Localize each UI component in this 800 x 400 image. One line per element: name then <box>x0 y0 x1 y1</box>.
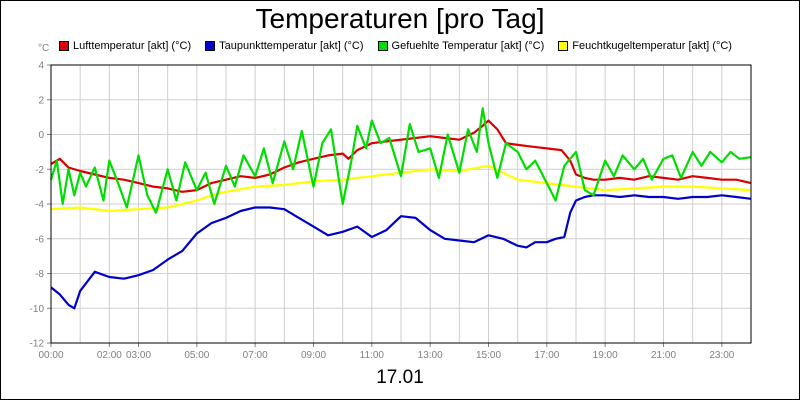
grid-layer <box>50 64 752 344</box>
x-tick-label: 19:00 <box>593 350 618 361</box>
legend-label: Lufttemperatur [akt] (°C) <box>73 40 192 52</box>
x-tick-label: 07:00 <box>243 350 268 361</box>
chart-title: Temperaturen [pro Tag] <box>255 3 545 34</box>
x-tick-label: 23:00 <box>709 350 734 361</box>
x-tick-label: 09:00 <box>301 350 326 361</box>
x-tick-label: 00:00 <box>38 350 63 361</box>
x-tick-label: 21:00 <box>651 350 676 361</box>
series-line-1 <box>50 194 752 310</box>
y-tick-label: -12 <box>30 339 45 350</box>
x-tick-label: 13:00 <box>418 350 443 361</box>
series-line-2 <box>49 107 752 214</box>
chart-legend: Lufttemperatur [akt] (°C) Taupunkttemper… <box>59 39 732 53</box>
legend-label: Feuchtkugeltemperatur [akt] (°C) <box>572 40 732 52</box>
series-layer <box>49 107 752 310</box>
legend-label: Taupunkttemperatur [akt] (°C) <box>219 40 364 52</box>
legend-item-feuchtkugeltemperatur: Feuchtkugeltemperatur [akt] (°C) <box>558 39 732 53</box>
y-tick-label: 0 <box>38 130 44 141</box>
x-tick-label: 11:00 <box>360 350 385 361</box>
x-tick-label: 05:00 <box>184 350 209 361</box>
x-tick-label: 02:00 <box>97 350 122 361</box>
x-tick-label: 15:00 <box>476 350 501 361</box>
legend-swatch-red <box>59 41 69 51</box>
legend-swatch-green <box>377 41 388 51</box>
y-tick-label: -6 <box>35 234 44 245</box>
y-tick-label: 2 <box>38 95 44 106</box>
legend-item-lufttemperatur: Lufttemperatur [akt] (°C) <box>59 39 191 53</box>
y-tick-label: -10 <box>30 304 45 315</box>
y-tick-label: -4 <box>35 200 44 211</box>
legend-label: Gefuehlte Temperatur [akt] (°C) <box>391 40 545 52</box>
y-tick-label: -8 <box>35 269 44 280</box>
footer-date: 17.01 <box>376 367 424 388</box>
plot-border <box>50 64 752 344</box>
x-tick-label: 03:00 <box>126 350 151 361</box>
x-tick-label: 17:00 <box>534 350 559 361</box>
legend-item-taupunkttemperatur: Taupunkttemperatur [akt] (°C) <box>205 39 364 53</box>
series-line-0 <box>50 119 752 193</box>
y-tick-label: 4 <box>38 61 44 72</box>
y-tick-label: -2 <box>35 165 44 176</box>
legend-swatch-yellow <box>558 41 569 51</box>
legend-swatch-blue <box>205 41 216 51</box>
legend-item-gefuehlte-temperatur: Gefuehlte Temperatur [akt] (°C) <box>377 39 545 53</box>
y-axis-unit: °C <box>38 43 50 54</box>
